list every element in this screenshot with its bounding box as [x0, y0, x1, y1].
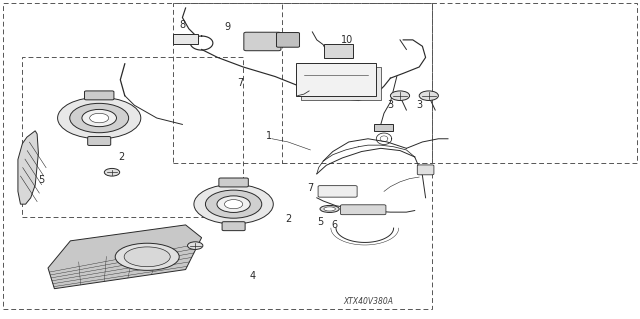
- Bar: [22, 57, 243, 217]
- Circle shape: [217, 196, 250, 212]
- Circle shape: [205, 190, 262, 218]
- Text: 6: 6: [331, 220, 337, 230]
- Ellipse shape: [324, 207, 335, 211]
- Polygon shape: [18, 131, 38, 204]
- Text: 3: 3: [416, 100, 422, 110]
- Text: XTX40V380A: XTX40V380A: [343, 297, 393, 306]
- Polygon shape: [48, 225, 202, 289]
- Text: 2: 2: [118, 152, 125, 161]
- FancyBboxPatch shape: [324, 44, 353, 58]
- Circle shape: [419, 91, 438, 100]
- Text: 1: 1: [266, 130, 272, 141]
- FancyBboxPatch shape: [417, 165, 434, 175]
- FancyBboxPatch shape: [276, 33, 300, 47]
- FancyBboxPatch shape: [173, 34, 198, 44]
- Ellipse shape: [320, 205, 339, 212]
- Circle shape: [188, 242, 203, 249]
- Bar: [282, 3, 637, 163]
- Text: 10: 10: [341, 35, 353, 45]
- FancyBboxPatch shape: [84, 91, 114, 100]
- FancyBboxPatch shape: [374, 124, 393, 131]
- Text: 4: 4: [250, 271, 256, 281]
- Circle shape: [90, 113, 109, 123]
- Circle shape: [104, 168, 120, 176]
- Bar: [173, 3, 432, 163]
- FancyBboxPatch shape: [340, 205, 386, 215]
- Circle shape: [390, 91, 410, 100]
- Text: 6: 6: [122, 247, 128, 257]
- Ellipse shape: [115, 243, 179, 270]
- FancyBboxPatch shape: [318, 186, 357, 197]
- Text: 8: 8: [179, 20, 186, 30]
- FancyBboxPatch shape: [222, 222, 245, 231]
- Text: 2: 2: [285, 213, 291, 224]
- FancyBboxPatch shape: [296, 63, 376, 96]
- FancyBboxPatch shape: [301, 67, 381, 100]
- FancyBboxPatch shape: [219, 178, 248, 187]
- Ellipse shape: [124, 247, 170, 267]
- Text: 5: 5: [317, 217, 323, 227]
- Text: 5: 5: [38, 175, 45, 185]
- Circle shape: [58, 97, 141, 139]
- FancyBboxPatch shape: [88, 137, 111, 145]
- Circle shape: [225, 200, 243, 209]
- Circle shape: [194, 184, 273, 224]
- Bar: [3, 3, 432, 309]
- Circle shape: [70, 103, 129, 133]
- Text: 7: 7: [237, 78, 243, 88]
- FancyBboxPatch shape: [244, 32, 281, 51]
- Text: 3: 3: [387, 100, 394, 110]
- Text: 7: 7: [307, 183, 314, 193]
- Text: 9: 9: [224, 22, 230, 32]
- Circle shape: [82, 109, 116, 127]
